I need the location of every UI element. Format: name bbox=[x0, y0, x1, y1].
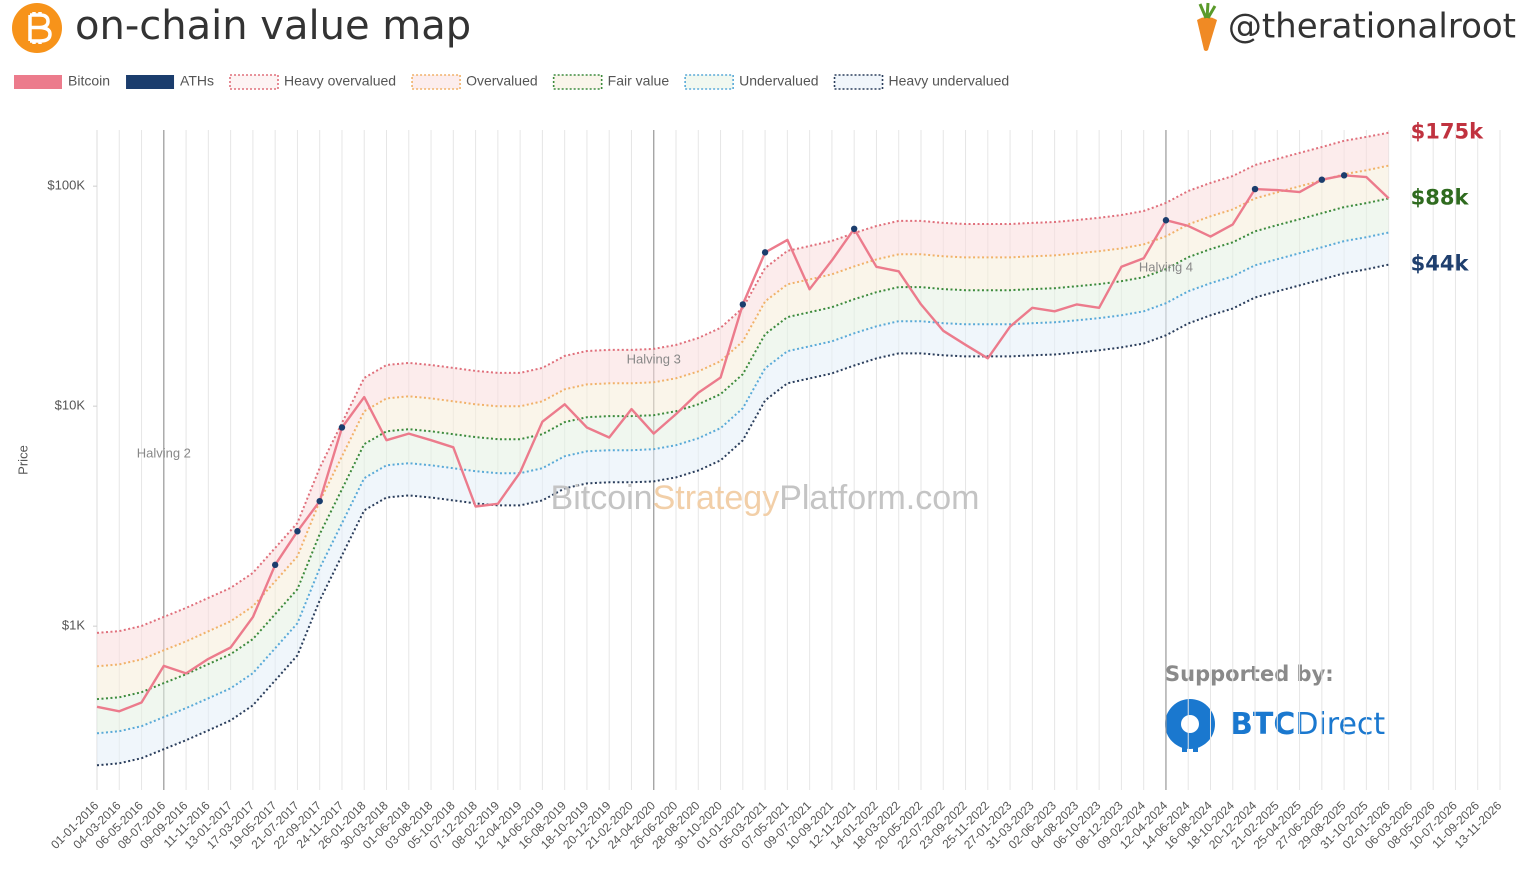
ath-point bbox=[1251, 185, 1259, 193]
y-tick-label: $10K bbox=[55, 398, 86, 413]
band-line bbox=[96, 231, 1389, 735]
bitcoin-logo bbox=[12, 3, 62, 53]
ath-point bbox=[1162, 217, 1170, 224]
overlay bbox=[96, 172, 1390, 713]
end-label: $88k bbox=[1411, 185, 1470, 209]
ath-point bbox=[1340, 172, 1348, 179]
ath-point bbox=[271, 561, 279, 569]
sponsor-brand: BTCDirect bbox=[1230, 707, 1385, 742]
band-fill bbox=[97, 132, 1389, 667]
watermark-part: Bitcoin bbox=[551, 479, 653, 517]
watermark-part: Strategy bbox=[653, 479, 780, 517]
ath-point bbox=[294, 528, 301, 535]
end-label: $175k bbox=[1411, 120, 1484, 144]
halving-label: Halving 3 bbox=[627, 351, 681, 366]
carrot-icon bbox=[1197, 2, 1217, 51]
watermark-part: Platform.com bbox=[779, 479, 979, 517]
brand-rest: Direct bbox=[1295, 707, 1385, 742]
bands bbox=[97, 132, 1389, 766]
legend-swatch bbox=[552, 74, 603, 90]
y-tick-label: $100K bbox=[47, 178, 85, 193]
brand-bold: BTC bbox=[1230, 707, 1295, 742]
band-line bbox=[96, 263, 1389, 767]
band-line bbox=[96, 197, 1389, 701]
legend-swatch bbox=[126, 75, 175, 89]
band-line bbox=[96, 164, 1389, 668]
halving-label: Halving 4 bbox=[1139, 259, 1193, 274]
sponsor-label: Supported by: bbox=[1165, 662, 1334, 686]
sponsor: Supported by: BTCDirect bbox=[1165, 662, 1385, 752]
end-label: $44k bbox=[1411, 252, 1470, 276]
watermark: BitcoinStrategyPlatform.com bbox=[551, 479, 980, 517]
ath-point bbox=[338, 424, 346, 431]
ath-point bbox=[739, 301, 747, 308]
legend-label: Heavy overvalued bbox=[284, 73, 396, 89]
chart-title: on-chain value map bbox=[75, 3, 471, 49]
legend-label: Fair value bbox=[608, 73, 670, 89]
ath-point bbox=[850, 225, 858, 233]
legend-label: ATHs bbox=[180, 73, 214, 89]
y-axis-label: Price bbox=[15, 445, 30, 475]
ath-point bbox=[761, 249, 769, 256]
legend-swatch bbox=[14, 75, 62, 89]
band-fill bbox=[97, 198, 1389, 734]
legend-swatch bbox=[833, 74, 884, 90]
handle: @therationalroot bbox=[1228, 7, 1516, 47]
legend-swatch bbox=[229, 74, 279, 90]
legend-swatch bbox=[684, 74, 734, 90]
legend-label: Undervalued bbox=[739, 73, 818, 89]
band-fill bbox=[97, 232, 1389, 766]
halving-label: Halving 2 bbox=[137, 445, 191, 460]
ath-point bbox=[1318, 176, 1326, 183]
legend-label: Overvalued bbox=[466, 73, 538, 89]
legend-label: Heavy undervalued bbox=[889, 73, 1010, 89]
y-tick-label: $1K bbox=[62, 618, 85, 633]
ath-point bbox=[316, 497, 323, 505]
lines bbox=[96, 131, 1389, 767]
legend-swatch bbox=[411, 74, 461, 90]
legend-label: Bitcoin bbox=[68, 73, 110, 89]
band-fill bbox=[97, 165, 1389, 700]
